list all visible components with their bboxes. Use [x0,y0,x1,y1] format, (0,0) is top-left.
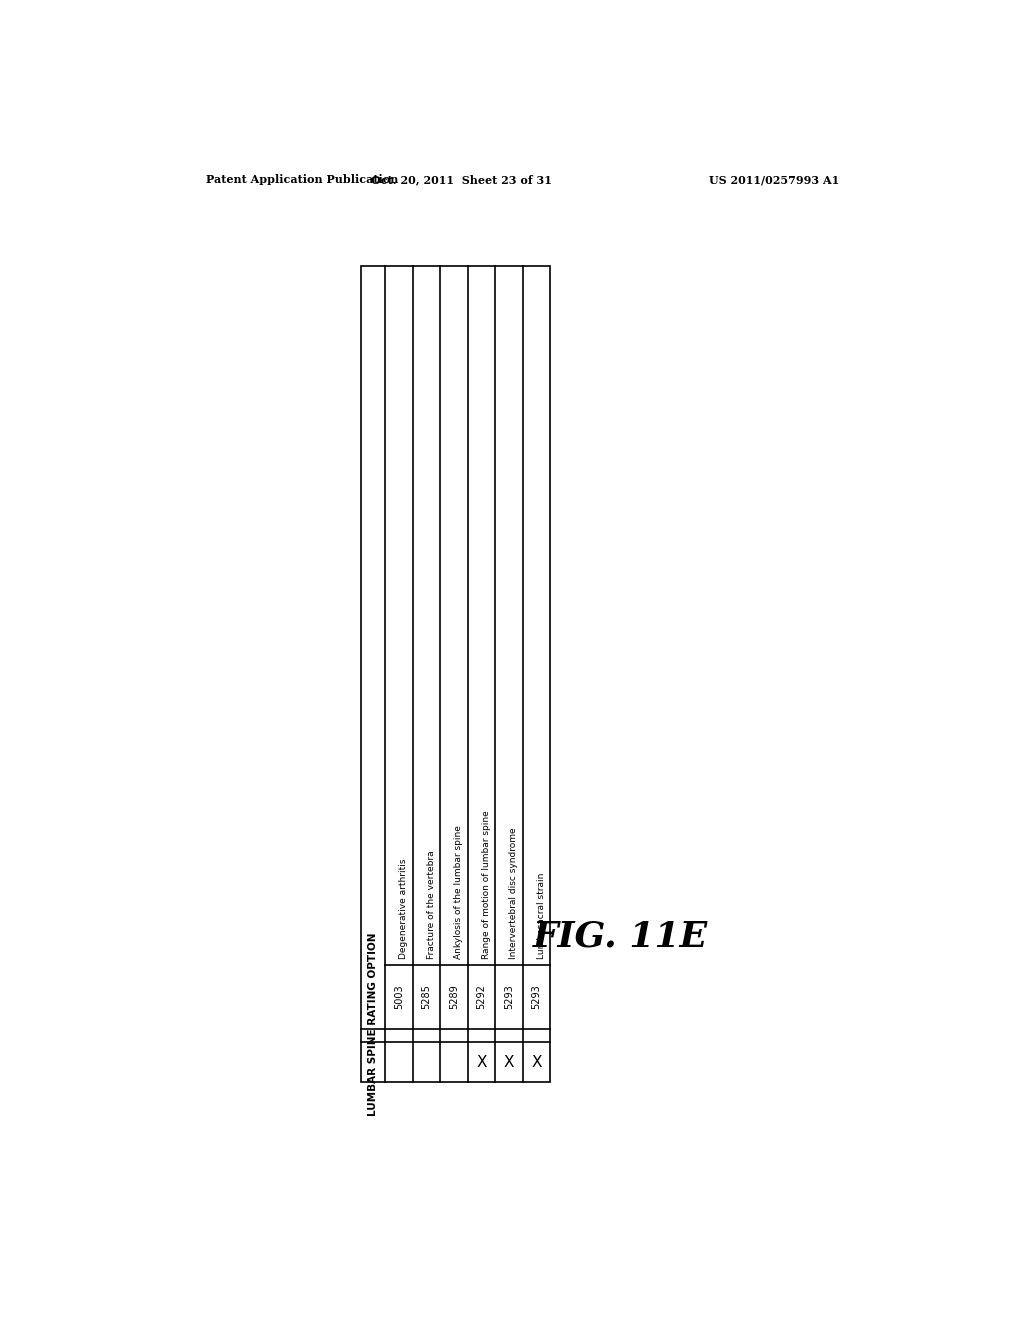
Text: LUMBAR SPINE RATING OPTION: LUMBAR SPINE RATING OPTION [368,932,378,1115]
Text: 5289: 5289 [450,985,459,1010]
Text: Fracture of the vertebra: Fracture of the vertebra [427,850,435,960]
Text: Oct. 20, 2011  Sheet 23 of 31: Oct. 20, 2011 Sheet 23 of 31 [371,174,552,186]
Text: 5293: 5293 [504,985,514,1010]
Text: Lumbosacral strain: Lumbosacral strain [537,873,546,960]
Text: Degenerative arthritis: Degenerative arthritis [399,859,408,960]
Text: US 2011/0257993 A1: US 2011/0257993 A1 [710,174,840,186]
Text: 5292: 5292 [476,985,486,1010]
Text: Intervertebral disc syndrome: Intervertebral disc syndrome [509,828,518,960]
Text: Ankylosis of the lumbar spine: Ankylosis of the lumbar spine [454,825,463,960]
Text: 5293: 5293 [531,985,542,1010]
Text: 5003: 5003 [394,985,404,1010]
Text: FIG. 11E: FIG. 11E [532,919,708,953]
Bar [360,267,550,1082]
Text: Patent Application Publication: Patent Application Publication [206,174,398,186]
Text: X: X [504,1055,514,1071]
Text: 5285: 5285 [422,985,431,1010]
Text: X: X [531,1055,542,1071]
Text: X: X [476,1055,486,1071]
Text: Range of motion of lumbar spine: Range of motion of lumbar spine [481,810,490,960]
